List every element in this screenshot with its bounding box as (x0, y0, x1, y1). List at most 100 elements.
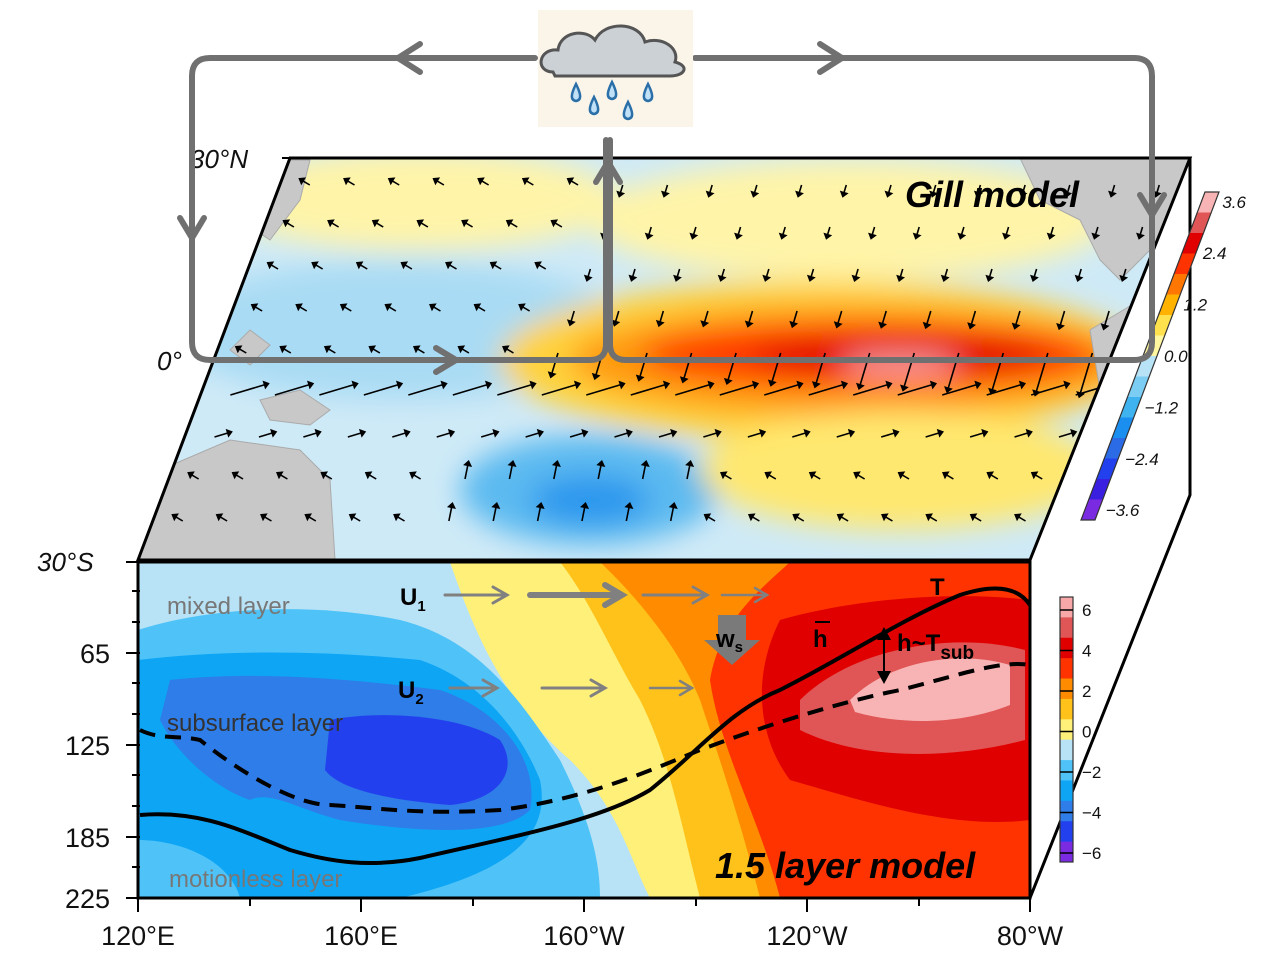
wind-arrow-head (463, 460, 473, 467)
wind-arrow (464, 465, 469, 480)
colorbar-swatch (1060, 698, 1073, 720)
colorbar-tick-label: −6 (1082, 844, 1101, 863)
wind-arrow-head (403, 428, 411, 438)
wind-arrow-head (591, 372, 601, 381)
wind-arrow-head (616, 190, 626, 198)
wind-arrow (808, 383, 844, 396)
wind-arrow-head (432, 177, 441, 186)
wind-arrow (258, 432, 273, 438)
mixed-layer-label: mixed layer (167, 593, 290, 620)
wind-arrow-head (1091, 232, 1101, 240)
wind-arrow (724, 474, 732, 480)
wind-arrow (175, 516, 184, 522)
wind-arrow (299, 306, 308, 312)
wind-arrow (648, 226, 652, 235)
layer-model-colorbar: 6 4 2 0 −2 −4 −6 (1059, 596, 1101, 863)
wind-arrow (810, 268, 815, 278)
motionless-layer-label: motionless layer (169, 866, 342, 893)
wind-arrow (1014, 432, 1028, 438)
wind-arrow (639, 352, 648, 377)
wind-arrow-head (717, 274, 727, 282)
temperature-t-label: T (930, 574, 945, 601)
wind-arrow (433, 306, 441, 312)
wind-arrow-head (521, 177, 530, 186)
wind-arrow (536, 507, 542, 522)
depth-label-185: 185 (65, 823, 110, 853)
wind-arrow (658, 432, 673, 438)
gill-model-map (138, 158, 1190, 560)
wind-arrow (1122, 268, 1127, 278)
wind-arrow-head (836, 513, 845, 522)
wind-arrow-head (573, 380, 582, 390)
gill-model-title: Gill model (905, 174, 1080, 215)
wind-arrow-head (851, 274, 861, 282)
wind-arrow (230, 383, 265, 396)
wind-arrow (436, 180, 445, 186)
wind-arrow-head (484, 380, 493, 390)
wind-arrow-head (393, 513, 401, 522)
wind-arrow-head (628, 274, 638, 282)
wind-arrow (1111, 184, 1116, 193)
wind-arrow (274, 383, 310, 396)
wind-arrow (408, 383, 443, 396)
wind-arrow-head (624, 502, 634, 509)
wind-arrow (630, 383, 666, 396)
depth-label-65: 65 (80, 639, 110, 669)
wind-arrow (465, 222, 473, 228)
wind-arrow (1034, 474, 1043, 480)
wind-arrow-head (705, 190, 715, 198)
wind-arrow-head (700, 320, 710, 328)
wind-arrow-head (744, 320, 754, 328)
wind-arrow-head (1025, 428, 1033, 438)
wind-arrow-head (720, 471, 728, 480)
wind-arrow-head (429, 303, 437, 312)
wind-arrow-head (566, 177, 575, 186)
wind-arrow (1050, 226, 1054, 235)
wind-arrow-head (751, 380, 760, 390)
wind-arrow-head (847, 428, 856, 438)
wind-arrow (721, 268, 726, 278)
wind-arrow-head (660, 190, 670, 198)
wind-arrow-head (644, 232, 654, 240)
colorbar-swatch (1060, 617, 1073, 639)
wind-arrow (737, 226, 742, 235)
colorbar-tick-label: 0 (1082, 723, 1091, 742)
wind-arrow (581, 507, 586, 522)
wind-arrow (764, 383, 799, 396)
wind-arrow (901, 474, 910, 480)
wind-arrow-head (974, 380, 982, 390)
lon-label-120e: 120°E (101, 921, 175, 951)
wind-arrow (887, 184, 892, 193)
wind-arrow (641, 465, 647, 480)
wind-arrow-head (679, 376, 689, 384)
wind-arrow (551, 352, 559, 374)
wind-arrow (347, 180, 355, 186)
wind-arrow (541, 383, 577, 396)
wind-arrow-head (384, 303, 393, 312)
wind-arrow-head (260, 513, 268, 522)
wind-arrow-head (1046, 232, 1056, 240)
lon-label-160e: 160°E (324, 921, 398, 951)
wind-arrow (324, 474, 333, 480)
wind-arrow-head (840, 380, 849, 390)
wind-arrow-head (295, 303, 303, 312)
wind-arrow-head (878, 321, 888, 329)
mean-thermocline-hbar-line (139, 586, 1032, 866)
wind-arrow (880, 432, 895, 438)
wind-arrow (522, 306, 531, 312)
wind-arrow (538, 264, 547, 270)
wind-arrow (254, 306, 263, 312)
u2-label: U2 (398, 677, 424, 708)
wind-arrow (391, 180, 400, 186)
wind-arrow-head (171, 513, 179, 522)
wind-arrow (569, 432, 584, 438)
lon-label-160w: 160°W (543, 921, 625, 951)
wind-arrow-head (583, 274, 593, 282)
wind-arrow (448, 507, 453, 522)
wind-arrow-head (747, 513, 756, 522)
wind-arrow-head (314, 428, 322, 438)
lon-label-120w: 120°W (766, 921, 848, 951)
wind-arrow (990, 474, 999, 480)
wind-arrow-head (1002, 232, 1011, 240)
wind-arrow-head (551, 460, 561, 467)
